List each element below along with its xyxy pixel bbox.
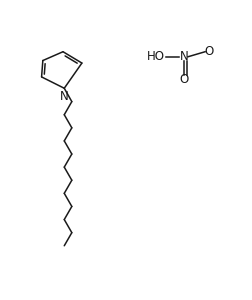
Text: HO: HO <box>147 50 165 63</box>
Text: N: N <box>60 89 69 103</box>
Text: N: N <box>180 50 188 63</box>
Text: O: O <box>205 45 214 58</box>
Text: O: O <box>179 73 188 86</box>
